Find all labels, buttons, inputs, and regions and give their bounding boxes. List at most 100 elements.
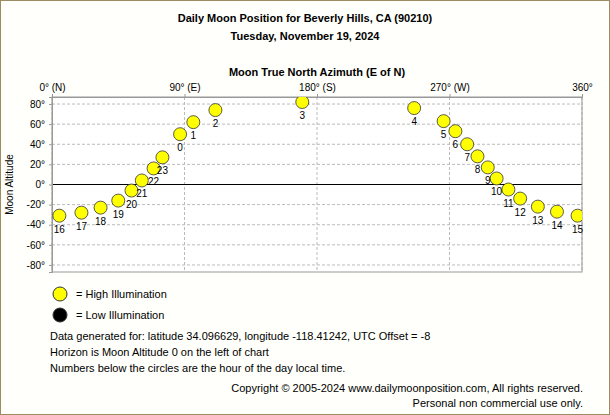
legend-swatch [53,287,67,301]
hour-label: 13 [532,215,544,226]
y-tick-mark [49,265,52,266]
note: Numbers below the circles are the hour o… [50,362,345,374]
y-tick-label: 80° [30,99,45,110]
y-tick-label: -80° [27,260,45,271]
moon-point [550,205,563,218]
y-tick-mark [49,205,52,206]
moon-point [53,209,66,222]
y-grid-line [52,164,582,165]
y-tick: 40° [30,139,52,150]
hour-label: 19 [113,209,125,220]
moon-point [187,116,200,129]
hour-label: 12 [515,207,527,218]
hour-label: 22 [148,176,160,187]
y-tick-mark [49,164,52,165]
moon-point [174,128,187,141]
grid [52,97,582,272]
y-grid-line [52,244,582,245]
legend-label: = High Illumination [76,288,167,300]
x-tick-mark [185,94,186,97]
y-grid-line [52,144,582,145]
y-tick: 20° [30,159,52,170]
hour-label: 1 [191,130,197,141]
y-axis: 80° 60° 40° 20° 0° -20° -40° -60° -80° [27,98,53,273]
hour-label: 8 [475,164,481,175]
chart: Daily Moon Position for Beverly Hills, C… [0,0,610,415]
hour-label: 2 [213,118,219,129]
hour-labels: 01234567891011121314151617181920212223 [54,110,584,235]
moon-point [571,209,582,222]
x-axis: 0° (N) 90° (E) 180° (S) 270° (W) 360° [39,82,592,98]
hour-label: 20 [126,199,138,210]
moon-point [94,201,107,214]
x-tick-label: 360° [572,82,593,93]
hour-label: 15 [572,224,584,235]
y-grid-line [52,104,582,105]
x-tick: 90° (E) [169,82,200,97]
x-axis-title: Moon True North Azimuth (E of N) [229,66,406,78]
y-tick-mark [49,245,52,246]
y-tick: -20° [27,199,52,210]
hour-label: 5 [441,129,447,140]
subtitle: Tuesday, November 19, 2024 [231,30,381,42]
y-axis-line [49,98,53,273]
hour-label: 4 [411,116,417,127]
hour-label: 10 [491,186,503,197]
legend-name: Low Illumination [85,309,164,321]
x-tick-mark [582,94,583,97]
hour-label: 11 [503,198,514,209]
x-tick-label: 270° (W) [430,82,470,93]
plot-area [52,97,582,272]
x-tick: 360° [572,82,593,97]
moon-point [471,150,484,163]
hour-label: 3 [299,110,305,121]
legend-label: = Low Illumination [76,309,164,321]
hour-label: 6 [453,139,459,150]
y-tick-mark [49,144,52,145]
moon-point [75,206,88,219]
hour-label: 18 [95,216,107,227]
x-tick-mark [450,94,451,97]
x-tick-mark [52,94,53,97]
y-tick-label: -60° [27,240,45,251]
hour-label: 17 [76,221,88,232]
plot-frame [52,97,582,272]
y-tick-label: 0° [35,179,45,190]
moon-point [514,192,527,205]
moon-point [112,194,125,207]
moon-point [408,102,421,115]
x-tick: 270° (W) [430,82,470,97]
y-tick-label: 60° [30,119,45,130]
x-tick-mark [317,94,318,97]
legend-name: High Illumination [85,288,166,300]
y-grid-line [52,264,582,265]
y-grid-line [52,124,582,125]
copyright: Copyright © 2005-2024 www.dailymoonposit… [231,382,583,394]
moon-point [531,200,544,213]
moon-point [296,97,309,109]
moon-point [135,174,148,187]
hour-label: 23 [157,165,169,176]
y-tick-mark [49,104,52,105]
x-tick: 0° (N) [39,82,65,97]
x-tick: 180° (S) [299,82,336,97]
y-axis-title: Moon Altitude [4,154,15,215]
legend: = High Illumination = Low Illumination [53,287,167,322]
x-tick-label: 90° (E) [169,82,200,93]
y-tick: 0° [35,179,52,190]
background [1,1,610,415]
y-grid-line [52,224,582,225]
y-tick: 60° [30,119,52,130]
moon-point [437,115,450,128]
marks [53,97,582,222]
hour-label: 16 [54,224,66,235]
y-tick: -40° [27,219,52,230]
hour-label: 0 [177,142,183,153]
moon-point [461,138,474,151]
y-tick-mark [49,185,52,186]
moon-point [449,125,462,138]
y-tick-mark [49,225,52,226]
copyright: Personal non commercial use only. [413,397,583,409]
moon-point [502,183,515,196]
note: Horizon is Moon Altitude 0 on the left o… [50,346,269,358]
